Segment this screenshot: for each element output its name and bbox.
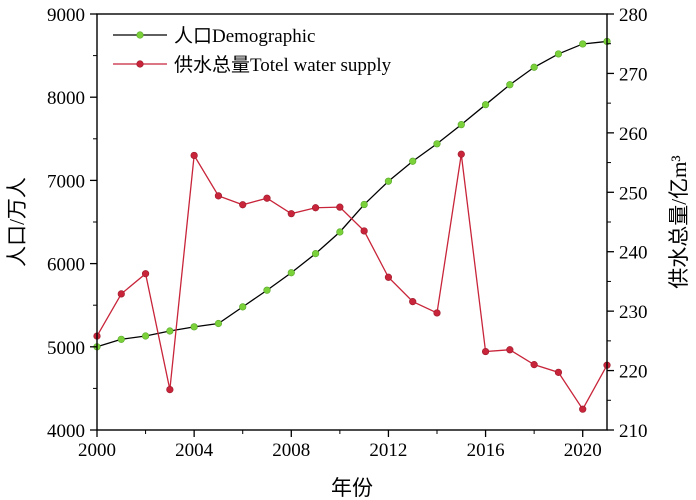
series-0-point-2012 xyxy=(384,177,393,185)
series-0-point-2006 xyxy=(239,303,247,311)
series-0-point-2007 xyxy=(263,286,271,294)
legend-label-0: 人口Demographic xyxy=(174,25,315,47)
series-0-point-2009 xyxy=(311,250,320,258)
y-left-tick-label-4000: 4000 xyxy=(47,421,85,442)
series-1-point-2012 xyxy=(384,273,393,281)
series-1-point-2015 xyxy=(457,150,465,158)
series-1-point-2016 xyxy=(481,347,490,356)
series-0-point-2015 xyxy=(457,121,465,129)
series-0-point-2001 xyxy=(117,335,125,343)
series-0-point-2003 xyxy=(166,327,174,335)
series-0-point-2018 xyxy=(530,63,538,71)
x-tick-label-2008: 2008 xyxy=(272,440,310,461)
chart-marks xyxy=(93,37,611,413)
y-right-tick-label-270: 270 xyxy=(619,64,648,85)
series-1-point-2014 xyxy=(433,309,441,317)
y-right-axis-title: 供水总量/亿m³ xyxy=(667,155,691,288)
x-tick-label-2000: 2000 xyxy=(78,440,116,461)
y-left-tick-label-7000: 7000 xyxy=(47,171,85,192)
x-tick-label-2012: 2012 xyxy=(369,440,407,461)
y-right-tick-label-240: 240 xyxy=(619,243,648,264)
series-1-point-2010 xyxy=(336,203,344,211)
y-left-tick-label-5000: 5000 xyxy=(47,338,85,359)
series-1-point-2004 xyxy=(190,151,198,160)
series-1-point-2019 xyxy=(554,368,563,376)
legend-marker-1 xyxy=(136,60,144,68)
y-right-tick-label-210: 210 xyxy=(619,421,648,442)
series-0-point-2020 xyxy=(579,40,587,48)
legend-label-1: 供水总量Totel water supply xyxy=(174,54,392,76)
y-left-tick-label-8000: 8000 xyxy=(47,88,85,109)
series-0-point-2014 xyxy=(433,140,441,148)
series-1-point-2011 xyxy=(360,227,368,235)
series-1-point-2005 xyxy=(214,192,223,200)
series-0-point-2008 xyxy=(287,269,295,277)
series-1-point-2003 xyxy=(166,385,174,394)
series-1-point-2006 xyxy=(239,201,247,209)
y-right-tick-label-250: 250 xyxy=(619,183,648,204)
series-1-point-2008 xyxy=(287,210,295,218)
series-0-point-2005 xyxy=(214,319,223,328)
series-1-point-2020 xyxy=(579,405,587,413)
series-0-point-2004 xyxy=(190,323,198,331)
series-1-point-2018 xyxy=(530,361,538,369)
series-1-point-2001 xyxy=(117,290,125,298)
series-1-point-2009 xyxy=(311,204,320,212)
series-0-point-2010 xyxy=(336,228,344,236)
legend: 人口Demographic 供水总量Totel water supply xyxy=(113,25,392,76)
series-0-point-2017 xyxy=(506,81,514,89)
y-right-tick-label-260: 260 xyxy=(619,124,648,145)
series-0-point-2002 xyxy=(141,332,150,340)
series-1-point-2017 xyxy=(506,346,514,354)
series-0-point-2016 xyxy=(481,101,490,109)
series-1-point-2007 xyxy=(263,194,271,202)
x-tick-label-2004: 2004 xyxy=(175,440,214,461)
series-0-point-2011 xyxy=(360,200,368,209)
series-0-point-2013 xyxy=(409,157,417,165)
series-line-1 xyxy=(96,153,608,411)
x-tick-label-2016: 2016 xyxy=(467,440,505,461)
chart-axes: 2000 2004 2008 2012 2016 2020 4000 5000 6000 7000… xyxy=(5,5,691,500)
plot-frame xyxy=(96,13,608,431)
x-axis-title: 年份 xyxy=(331,476,373,500)
series-1-point-2013 xyxy=(409,298,417,306)
y-left-tick-label-6000: 6000 xyxy=(47,255,85,276)
series-0-point-2019 xyxy=(554,50,563,58)
y-right-tick-label-220: 220 xyxy=(619,362,648,383)
y-right-tick-label-230: 230 xyxy=(619,302,648,323)
x-tick-label-2020: 2020 xyxy=(564,440,602,461)
legend-marker-0 xyxy=(136,31,144,39)
y-left-axis-title: 人口/万人 xyxy=(5,177,29,267)
series-1-point-2002 xyxy=(141,270,150,278)
y-left-tick-label-9000: 9000 xyxy=(47,5,85,26)
y-right-tick-label-280: 280 xyxy=(619,5,648,26)
series-line-0 xyxy=(96,40,608,348)
